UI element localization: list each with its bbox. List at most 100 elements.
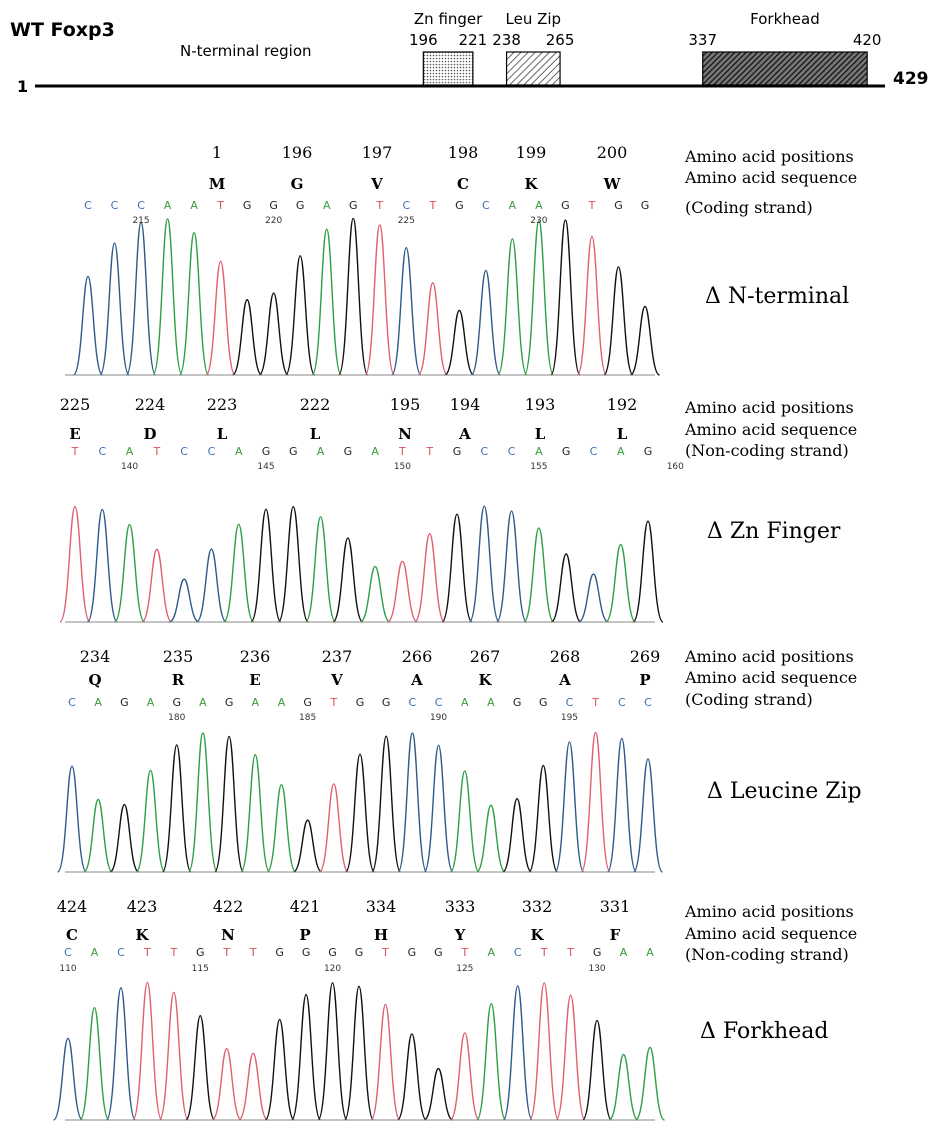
base-letter: A (535, 445, 543, 458)
figure: WT Foxp3 N-terminal region 1 429 Zn fing… (0, 0, 936, 1123)
base-number: 120 (324, 964, 341, 974)
domain-end: 221 (459, 31, 488, 49)
base-letter: A (147, 696, 155, 709)
base-number: 185 (299, 713, 316, 723)
start-label: 1 (17, 77, 28, 96)
base-letter: G (262, 445, 271, 458)
trace-peak (578, 574, 608, 622)
row-label: (Coding strand) (685, 198, 813, 217)
mutant-label: Δ N-terminal (705, 284, 849, 309)
aa-position: 224 (135, 395, 166, 414)
trace-peak (360, 567, 390, 622)
aa-residue: G (291, 175, 304, 193)
trace-peak (630, 306, 659, 375)
aa-residue: C (66, 926, 78, 944)
trace-peak (126, 223, 155, 375)
base-letter: T (71, 445, 79, 458)
trace-peak (415, 534, 445, 622)
base-letter: G (356, 696, 365, 709)
base-letter: C (482, 199, 490, 212)
aa-position: 222 (300, 395, 331, 414)
base-number: 215 (132, 216, 149, 226)
base-letter: C (480, 445, 488, 458)
base-letter: C (98, 445, 106, 458)
trace-peak (609, 1054, 638, 1120)
trace-peak (450, 771, 479, 872)
aa-position: 421 (290, 897, 321, 916)
base-letter: T (381, 946, 389, 959)
base-letter: A (164, 199, 172, 212)
trace-peak (87, 509, 117, 622)
base-letter: A (278, 696, 286, 709)
aa-position: 196 (282, 143, 313, 162)
base-letter: G (561, 199, 570, 212)
aa-residue: A (410, 671, 423, 689)
trace-peak (606, 545, 636, 622)
aa-position: 424 (57, 897, 88, 916)
aa-position: 200 (597, 143, 628, 162)
base-letter: A (317, 445, 325, 458)
base-letter: G (172, 696, 181, 709)
base-letter: A (509, 199, 517, 212)
domain-end: 420 (853, 31, 882, 49)
trace-peak (206, 261, 235, 375)
aa-residue: K (524, 175, 538, 193)
base-letter: T (222, 946, 230, 959)
aa-position: 237 (322, 647, 353, 666)
aa-residue: V (330, 671, 343, 689)
base-number: 180 (168, 713, 185, 723)
trace-peak (278, 507, 308, 622)
base-letter: C (514, 946, 522, 959)
trace-peak (635, 1047, 664, 1120)
trace-peak (442, 514, 472, 622)
base-letter: G (302, 946, 311, 959)
trace-peak (555, 742, 584, 872)
trace-peak (530, 983, 559, 1120)
base-letter: G (196, 946, 205, 959)
trace-peak (333, 538, 363, 622)
aa-position: 194 (450, 395, 481, 414)
base-letter: T (591, 696, 599, 709)
base-letter: C (64, 946, 72, 959)
aa-position: 193 (525, 395, 556, 414)
aa-residue: K (478, 671, 492, 689)
aa-residue: K (135, 926, 149, 944)
base-number: 225 (398, 216, 415, 226)
trace-peak (293, 820, 322, 872)
aa-position: 192 (607, 395, 638, 414)
base-letter: G (328, 946, 337, 959)
base-letter: C (435, 696, 443, 709)
aa-residue: A (558, 671, 571, 689)
mutant-label: Δ Forkhead (700, 1019, 828, 1044)
trace-peak (100, 243, 129, 375)
trace-peak (633, 521, 663, 622)
aa-residue: A (458, 425, 471, 443)
trace-peak (398, 733, 427, 872)
aa-residue: F (610, 926, 621, 944)
base-letter: G (455, 199, 464, 212)
base-number: 155 (530, 462, 547, 472)
trace-peak (477, 805, 506, 872)
trace-peak (607, 738, 636, 872)
trace-peak (136, 770, 165, 872)
domain-name: Zn finger (414, 10, 483, 28)
trace-peak (153, 219, 182, 375)
trace-peak (424, 745, 453, 872)
trace-peak (169, 579, 199, 622)
trace-peak (524, 221, 553, 375)
base-letter: G (539, 696, 548, 709)
base-number: 190 (430, 713, 447, 723)
aa-residue: L (217, 425, 228, 443)
trace-peak (556, 995, 585, 1120)
aa-position: 199 (516, 143, 547, 162)
domain-end: 265 (546, 31, 575, 49)
base-letter: C (68, 696, 76, 709)
base-letter: G (243, 199, 252, 212)
trace-peak (186, 1016, 215, 1120)
base-letter: G (382, 696, 391, 709)
base-letter: T (143, 946, 151, 959)
aa-position: 1 (212, 143, 222, 162)
trace-peak (259, 293, 288, 375)
base-number: 125 (456, 964, 473, 974)
base-letter: A (199, 696, 207, 709)
